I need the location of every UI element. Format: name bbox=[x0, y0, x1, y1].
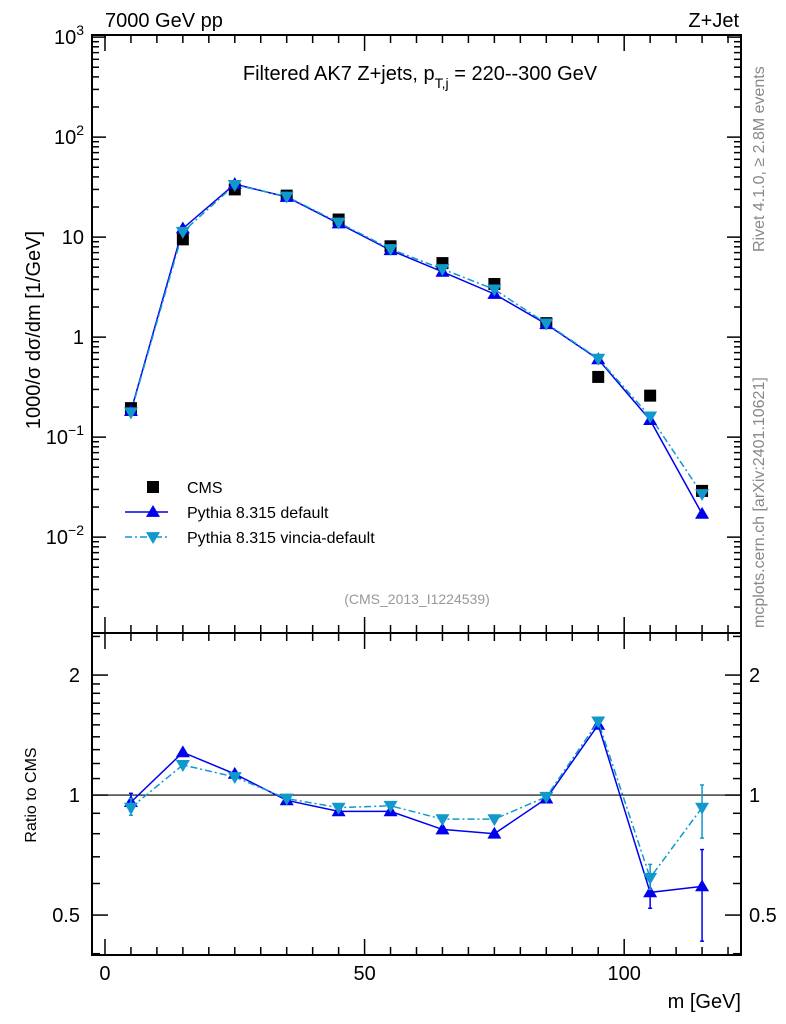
y-tick-label: 10 bbox=[62, 227, 84, 249]
ratio-point-pythia-8-315-vincia-default bbox=[279, 793, 294, 806]
header-left: 7000 GeV pp bbox=[105, 10, 223, 32]
x-axis-label: m [GeV] bbox=[668, 991, 741, 1013]
analysis-watermark: (CMS_2013_I1224539) bbox=[344, 591, 490, 607]
ratio-y-tick-label: 1 bbox=[69, 785, 80, 807]
ratio-y-tick-label: 0.5 bbox=[52, 905, 80, 927]
ratio-point-pythia-8-315-vincia-default bbox=[695, 802, 710, 815]
legend-marker bbox=[147, 481, 159, 493]
ratio-line-pythia-8-315-vincia-default bbox=[130, 719, 703, 880]
ratio-y-tick-label-right: 0.5 bbox=[749, 905, 777, 927]
data-point-pythia-8-315-vincia-default bbox=[487, 284, 502, 297]
series-line-pythia-8-315-vincia-default bbox=[130, 184, 703, 495]
x-tick-label: 50 bbox=[353, 963, 375, 985]
ratio-point-pythia-8-315-vincia-default bbox=[175, 760, 190, 772]
ratio-point-pythia-8-315-default bbox=[643, 885, 658, 898]
data-point-pythia-8-315-vincia-default bbox=[539, 318, 554, 331]
rivet-version-text: Rivet 4.1.0, ≥ 2.8M events bbox=[751, 66, 768, 252]
ratio-point-pythia-8-315-vincia-default bbox=[435, 814, 450, 827]
y-tick-label: 103 bbox=[54, 22, 84, 49]
ratio-y-tick-label: 2 bbox=[69, 665, 80, 687]
data-point-pythia-8-315-vincia-default bbox=[227, 179, 242, 192]
data-point-pythia-8-315-vincia-default bbox=[591, 353, 606, 366]
legend-label: CMS bbox=[187, 480, 223, 497]
ratio-point-pythia-8-315-vincia-default bbox=[591, 716, 606, 729]
legend-label: Pythia 8.315 default bbox=[187, 505, 329, 522]
data-point-cms bbox=[592, 370, 605, 383]
data-point-pythia-8-315-default bbox=[695, 506, 710, 519]
data-point-pythia-8-315-vincia-default bbox=[695, 489, 710, 501]
data-point-cms bbox=[176, 233, 189, 246]
ratio-point-pythia-8-315-vincia-default bbox=[123, 802, 138, 815]
y-tick-label: 10−2 bbox=[46, 522, 84, 549]
y-tick-label: 10−1 bbox=[46, 422, 84, 449]
ratio-y-tick-label-right: 2 bbox=[749, 665, 760, 687]
ratio-point-pythia-8-315-vincia-default bbox=[539, 791, 554, 804]
ratio-point-pythia-8-315-default bbox=[435, 822, 450, 835]
ratio-point-pythia-8-315-default bbox=[695, 879, 710, 892]
mcplots-text: mcplots.cern.ch [arXiv:2401.10621] bbox=[751, 377, 768, 628]
data-point-pythia-8-315-vincia-default bbox=[279, 191, 294, 204]
ratio-line-pythia-8-315-default bbox=[130, 723, 703, 894]
ratio-point-pythia-8-315-vincia-default bbox=[487, 814, 502, 827]
ratio-point-pythia-8-315-vincia-default bbox=[643, 872, 658, 885]
ratio-point-pythia-8-315-default bbox=[175, 745, 190, 758]
y-axis-label: 1000/σ dσ/dm [1/GeV] bbox=[23, 231, 45, 429]
ratio-y-tick-label-right: 1 bbox=[749, 785, 760, 807]
ratio-point-pythia-8-315-vincia-default bbox=[227, 772, 242, 784]
ratio-point-pythia-8-315-vincia-default bbox=[331, 802, 346, 815]
legend-marker bbox=[146, 532, 160, 544]
series-line-pythia-8-315-default bbox=[130, 183, 703, 515]
legend-marker bbox=[146, 505, 160, 517]
data-point-pythia-8-315-vincia-default bbox=[643, 411, 658, 424]
data-point-pythia-8-315-vincia-default bbox=[331, 217, 346, 230]
data-point-cms bbox=[644, 389, 657, 402]
data-point-pythia-8-315-vincia-default bbox=[383, 244, 398, 257]
ratio-point-pythia-8-315-vincia-default bbox=[383, 800, 398, 813]
ratio-y-axis-label: Ratio to CMS bbox=[23, 747, 40, 842]
y-tick-label: 1 bbox=[73, 327, 84, 349]
ratio-plot-frame bbox=[91, 632, 742, 956]
plot-title: Filtered AK7 Z+jets, pT,j = 220--300 GeV bbox=[243, 63, 598, 91]
header-right: Z+Jet bbox=[688, 10, 739, 32]
data-point-pythia-8-315-vincia-default bbox=[435, 264, 450, 277]
x-tick-label: 0 bbox=[99, 963, 110, 985]
x-tick-label: 100 bbox=[607, 963, 640, 985]
data-point-pythia-8-315-vincia-default bbox=[175, 226, 190, 239]
data-point-pythia-8-315-vincia-default bbox=[123, 407, 138, 420]
legend-label: Pythia 8.315 vincia-default bbox=[187, 530, 375, 547]
ratio-point-pythia-8-315-default bbox=[487, 826, 502, 839]
y-tick-label: 102 bbox=[54, 122, 84, 149]
